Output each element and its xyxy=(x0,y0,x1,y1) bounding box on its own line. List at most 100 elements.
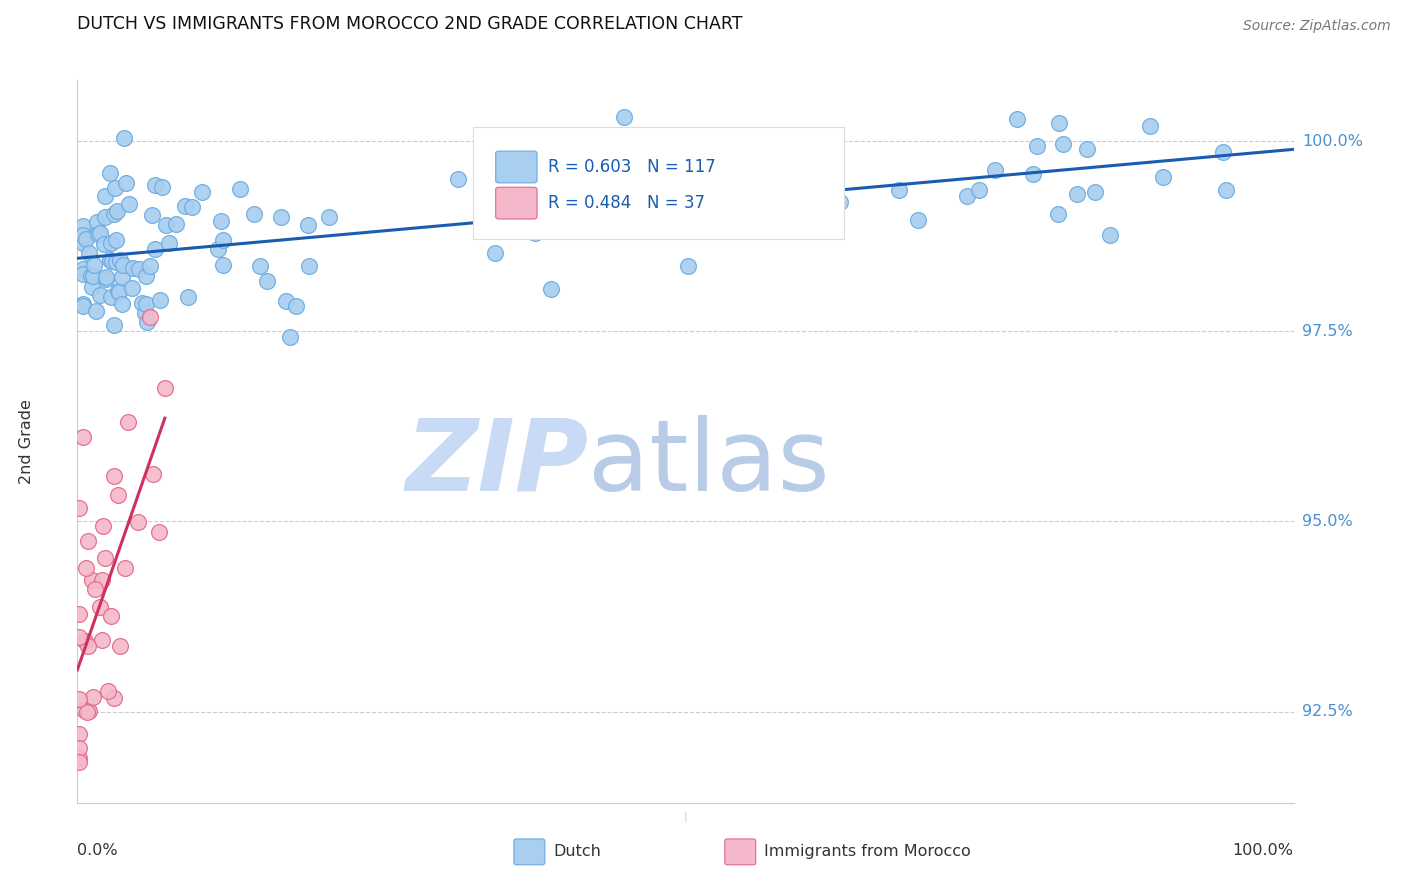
Point xyxy=(108,253,131,268)
Point xyxy=(136,315,159,329)
Point xyxy=(111,270,134,285)
Point xyxy=(249,259,271,273)
Text: ZIP: ZIP xyxy=(405,415,588,512)
Point xyxy=(91,633,114,648)
Point xyxy=(153,381,176,395)
Point xyxy=(108,640,131,654)
Point xyxy=(139,259,162,273)
Point xyxy=(148,525,170,540)
Point xyxy=(72,267,94,281)
Point xyxy=(118,197,141,211)
Point xyxy=(830,195,852,210)
Point xyxy=(1076,142,1098,156)
Point xyxy=(104,255,127,269)
Text: DUTCH VS IMMIGRANTS FROM MOROCCO 2ND GRADE CORRELATION CHART: DUTCH VS IMMIGRANTS FROM MOROCCO 2ND GRA… xyxy=(77,15,742,33)
Point xyxy=(67,755,90,769)
Point xyxy=(75,232,97,246)
Point xyxy=(103,318,125,332)
FancyBboxPatch shape xyxy=(515,838,546,865)
Point xyxy=(72,262,94,277)
Point xyxy=(157,235,180,250)
Point xyxy=(72,219,94,233)
Point xyxy=(86,304,108,318)
Point xyxy=(606,181,628,195)
Point xyxy=(731,187,754,202)
Point xyxy=(72,299,94,313)
Point xyxy=(73,703,96,717)
Point xyxy=(676,259,699,273)
Point xyxy=(73,634,96,648)
Point xyxy=(114,561,136,575)
Point xyxy=(134,306,156,320)
Point xyxy=(1052,137,1074,152)
Point xyxy=(621,196,644,211)
Point xyxy=(87,227,110,241)
Text: |: | xyxy=(683,812,688,822)
Point xyxy=(907,213,929,227)
Point xyxy=(101,254,124,268)
Point xyxy=(111,258,134,272)
Point xyxy=(1139,120,1161,134)
Point xyxy=(100,290,122,304)
Point xyxy=(131,296,153,310)
Point xyxy=(207,242,229,256)
Point xyxy=(969,183,991,197)
Point xyxy=(76,705,98,719)
Point xyxy=(94,271,117,285)
Text: Dutch: Dutch xyxy=(554,845,602,859)
Point xyxy=(117,415,139,429)
Point xyxy=(229,182,252,196)
Point xyxy=(90,574,112,588)
Point xyxy=(181,200,204,214)
Point xyxy=(143,242,166,256)
Point xyxy=(148,293,170,307)
Point xyxy=(89,287,111,301)
Point xyxy=(76,640,98,654)
Text: Immigrants from Morocco: Immigrants from Morocco xyxy=(765,845,972,859)
Point xyxy=(1215,183,1237,197)
Point xyxy=(79,245,101,260)
Point xyxy=(112,131,135,145)
Point xyxy=(103,691,125,706)
Point xyxy=(613,111,636,125)
Point xyxy=(256,274,278,288)
Point xyxy=(89,600,111,615)
Point xyxy=(114,177,136,191)
Point xyxy=(111,297,134,311)
Point xyxy=(659,223,682,237)
Point xyxy=(67,727,90,741)
Point xyxy=(139,310,162,325)
Point xyxy=(80,573,103,587)
Point xyxy=(67,692,90,706)
Text: 0.0%: 0.0% xyxy=(77,843,118,857)
Point xyxy=(1047,207,1070,221)
Text: 2nd Grade: 2nd Grade xyxy=(18,399,34,484)
Point xyxy=(72,236,94,251)
Point xyxy=(80,279,103,293)
Point xyxy=(524,226,547,240)
Point xyxy=(1047,116,1070,130)
Point xyxy=(1212,145,1234,159)
Point xyxy=(145,178,167,192)
FancyBboxPatch shape xyxy=(496,187,537,219)
Point xyxy=(984,163,1007,178)
Point xyxy=(141,208,163,222)
Point xyxy=(93,237,115,252)
Point xyxy=(540,282,562,296)
Point xyxy=(67,500,90,515)
Point xyxy=(1066,186,1088,201)
Point xyxy=(212,258,235,272)
Text: 92.5%: 92.5% xyxy=(1302,704,1353,719)
Point xyxy=(1026,139,1049,153)
Text: 95.0%: 95.0% xyxy=(1302,514,1353,529)
Point xyxy=(100,608,122,623)
Point xyxy=(82,690,104,704)
Point xyxy=(94,210,117,224)
Text: 100.0%: 100.0% xyxy=(1302,134,1362,149)
Point xyxy=(242,207,264,221)
Point xyxy=(105,203,128,218)
Text: Source: ZipAtlas.com: Source: ZipAtlas.com xyxy=(1243,20,1391,33)
FancyBboxPatch shape xyxy=(496,151,537,183)
Point xyxy=(1084,186,1107,200)
Point xyxy=(285,299,308,313)
